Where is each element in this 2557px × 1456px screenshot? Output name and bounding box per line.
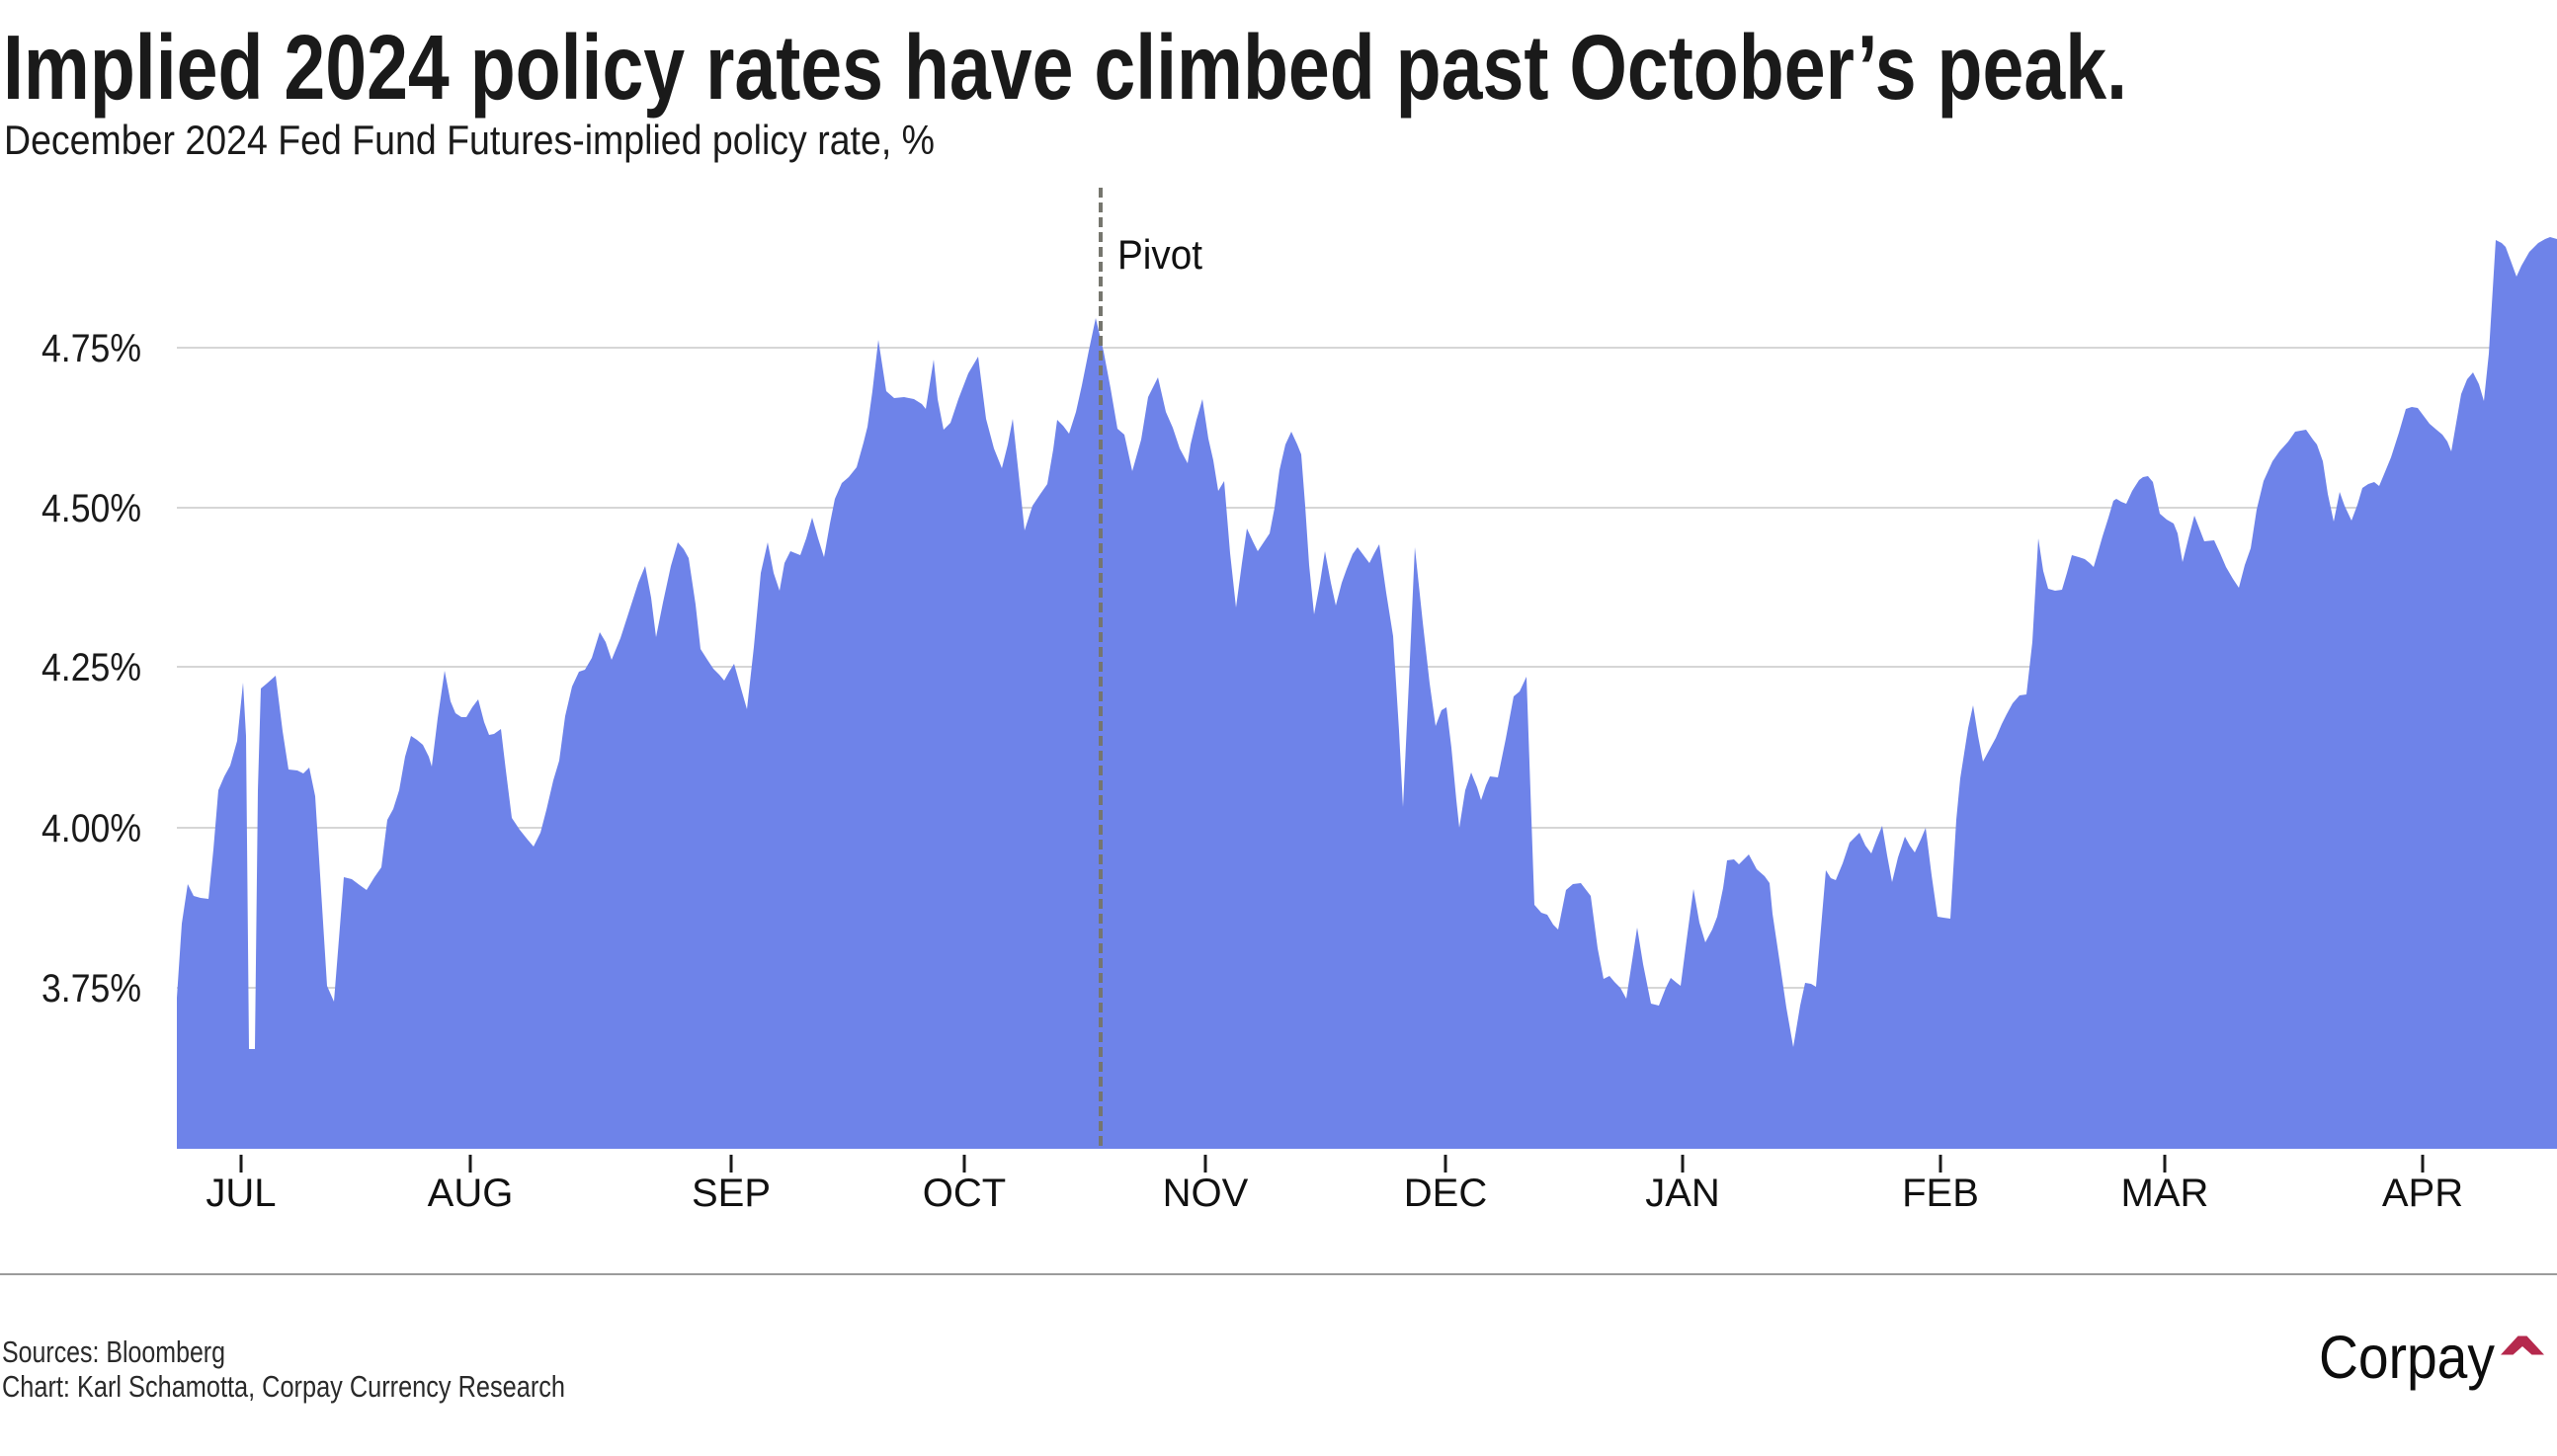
svg-text:MAR: MAR xyxy=(2121,1172,2209,1215)
svg-text:FEB: FEB xyxy=(1902,1172,1979,1215)
svg-text:3.75%: 3.75% xyxy=(41,967,141,1011)
svg-text:Pivot: Pivot xyxy=(1117,231,1202,278)
svg-text:4.25%: 4.25% xyxy=(41,646,141,689)
svg-text:DEC: DEC xyxy=(1404,1172,1487,1215)
svg-text:Implied 2024 policy rates have: Implied 2024 policy rates have climbed p… xyxy=(3,16,2127,119)
svg-text:OCT: OCT xyxy=(923,1172,1006,1215)
svg-text:NOV: NOV xyxy=(1163,1172,1249,1215)
svg-text:Corpay: Corpay xyxy=(2319,1324,2495,1391)
svg-text:JAN: JAN xyxy=(1645,1172,1720,1215)
svg-text:4.00%: 4.00% xyxy=(41,807,141,850)
svg-text:Sources: Bloomberg: Sources: Bloomberg xyxy=(2,1335,225,1369)
svg-text:4.75%: 4.75% xyxy=(41,327,141,370)
svg-text:Chart: Karl Schamotta, Corpay: Chart: Karl Schamotta, Corpay Currency R… xyxy=(2,1369,565,1404)
svg-text:December 2024 Fed Fund Futures: December 2024 Fed Fund Futures-implied p… xyxy=(4,117,935,163)
svg-text:APR: APR xyxy=(2382,1172,2463,1215)
svg-text:4.50%: 4.50% xyxy=(41,487,141,530)
svg-text:SEP: SEP xyxy=(692,1172,771,1215)
svg-text:JUL: JUL xyxy=(206,1172,276,1215)
svg-text:AUG: AUG xyxy=(428,1172,514,1215)
